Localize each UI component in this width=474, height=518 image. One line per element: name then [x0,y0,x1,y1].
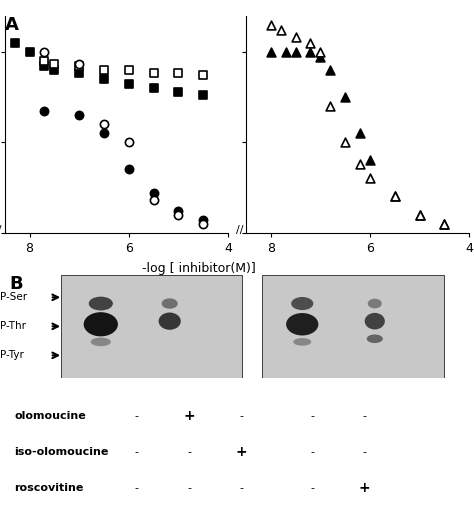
Point [356,129,364,137]
Text: //: // [0,225,2,235]
Point [174,69,182,78]
Text: +: + [359,481,370,495]
Ellipse shape [293,338,311,346]
Ellipse shape [286,313,319,336]
Point [200,216,207,224]
Point [174,210,182,219]
Point [75,60,83,68]
FancyBboxPatch shape [262,275,444,378]
Text: -log [ inhibitor(M)]: -log [ inhibitor(M)] [142,262,256,275]
Point [277,26,284,34]
Point [200,71,207,79]
Ellipse shape [84,312,118,336]
Ellipse shape [368,299,382,308]
Point [125,80,133,89]
Text: +: + [236,445,247,459]
Point [100,66,108,74]
Text: -: - [239,483,244,493]
Ellipse shape [91,338,111,346]
Text: -: - [363,447,366,457]
Text: -: - [310,483,314,493]
Text: -: - [135,411,139,421]
Ellipse shape [159,312,181,330]
Text: B: B [9,275,23,293]
Point [150,69,157,78]
Point [292,48,300,56]
Text: iso-olomoucine: iso-olomoucine [14,447,109,457]
Point [366,156,374,164]
Ellipse shape [89,297,113,310]
Point [317,48,324,56]
Point [150,196,157,204]
Ellipse shape [365,313,385,329]
Point [282,48,290,56]
Point [51,60,58,68]
Point [51,66,58,74]
Point [317,53,324,61]
Point [307,38,314,47]
Text: -: - [310,447,314,457]
Point [41,62,48,70]
Point [150,189,157,197]
Point [41,56,48,65]
Point [391,192,399,200]
Text: -: - [187,447,191,457]
Point [200,220,207,228]
Point [200,91,207,99]
Ellipse shape [291,297,313,310]
Text: P-Thr: P-Thr [0,321,26,332]
Point [391,192,399,200]
Text: -: - [310,411,314,421]
Text: -: - [187,483,191,493]
Text: olomoucine: olomoucine [14,411,86,421]
Point [125,165,133,174]
Point [416,210,423,219]
Point [267,20,274,28]
Point [75,69,83,78]
Point [11,38,18,47]
Point [125,66,133,74]
Point [100,120,108,128]
Text: +: + [183,409,195,423]
Point [267,48,274,56]
Text: -: - [135,483,139,493]
Point [26,48,33,56]
Point [341,93,349,101]
FancyBboxPatch shape [61,275,242,378]
Point [100,129,108,137]
Point [307,48,314,56]
Point [174,207,182,215]
Point [327,66,334,74]
Point [75,62,83,70]
Text: roscovitine: roscovitine [14,483,83,493]
Point [100,75,108,83]
Point [356,160,364,168]
Text: //: // [236,225,243,235]
Ellipse shape [367,335,383,343]
Point [441,220,448,228]
Text: P-Ser: P-Ser [0,292,27,303]
Point [341,138,349,146]
Point [125,138,133,146]
Text: -: - [239,411,244,421]
Point [174,88,182,96]
Text: P-Tyr: P-Tyr [0,350,24,361]
Text: A: A [5,16,18,34]
Text: -: - [363,411,366,421]
Point [416,210,423,219]
Point [327,102,334,110]
Point [441,220,448,228]
Point [292,33,300,41]
Point [41,48,48,56]
Ellipse shape [162,298,178,309]
Point [41,107,48,116]
Point [150,84,157,92]
Text: -: - [135,447,139,457]
Point [366,174,374,182]
Point [75,111,83,119]
